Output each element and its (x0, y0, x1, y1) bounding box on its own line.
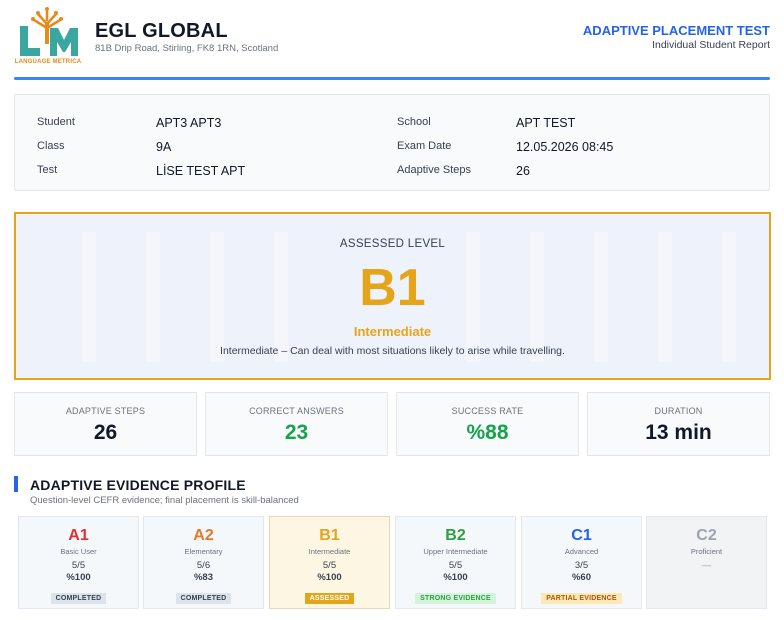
organization-name: EGL GLOBAL (95, 20, 228, 42)
student-label: Student (37, 116, 75, 128)
status-badge: ASSESSED (304, 593, 355, 604)
level-code: A1 (68, 527, 89, 544)
profile-section-title: ADAPTIVE EVIDENCE PROFILE (30, 477, 246, 493)
stat-label: DURATION (654, 406, 703, 416)
stat-duration: DURATION 13 min (587, 392, 770, 456)
stat-label: CORRECT ANSWERS (249, 406, 344, 416)
level-card-a1: A1 Basic User 5/5 %100 COMPLETED (18, 516, 139, 609)
assessed-level-panel: ASSESSED LEVEL B1 Intermediate Intermedi… (14, 212, 771, 380)
header-divider (14, 77, 770, 80)
status-badge: COMPLETED (175, 593, 232, 604)
assessed-level-code: B1 (359, 259, 426, 317)
stat-adaptive-steps: ADAPTIVE STEPS 26 (14, 392, 197, 456)
assessed-level-label: ASSESSED LEVEL (339, 238, 446, 250)
status-badge: COMPLETED (50, 593, 107, 604)
organization-address: 81B Drip Road, Stirling, FK8 1RN, Scotla… (95, 43, 279, 54)
logo-caption: LANGUAGE METRICA (14, 59, 82, 65)
level-code: B2 (445, 527, 466, 544)
level-card-c2: C2 Proficient — (646, 516, 767, 609)
level-fraction: 5/5 (322, 560, 337, 571)
level-code: B1 (319, 527, 340, 544)
assessed-level-description: Intermediate – Can deal with most situat… (220, 345, 565, 357)
level-card-b1: B1 Intermediate 5/5 %100 ASSESSED (269, 516, 390, 609)
section-accent-bar (14, 476, 18, 492)
level-name: Elementary (184, 547, 223, 556)
level-name: Intermediate (308, 547, 351, 556)
level-name: Proficient (690, 547, 723, 556)
class-label: Class (37, 140, 65, 152)
level-code: A2 (193, 527, 214, 544)
level-fraction: 5/5 (448, 560, 463, 571)
level-percent: %60 (571, 572, 591, 583)
adaptive-steps-label: Adaptive Steps (397, 164, 471, 176)
level-name: Advanced (564, 547, 599, 556)
assessed-level-name: Intermediate (353, 324, 432, 339)
stat-value: 23 (284, 421, 309, 444)
student-info-panel: Student APT3 APT3 Class 9A Test LİSE TES… (14, 94, 770, 191)
stat-label: ADAPTIVE STEPS (65, 406, 146, 416)
decorative-stripe (82, 232, 96, 362)
stat-value: 26 (93, 421, 118, 444)
level-percent: %83 (193, 572, 213, 583)
level-percent: %100 (317, 572, 342, 583)
language-metrica-logo (20, 7, 78, 56)
level-percent: %100 (443, 572, 468, 583)
decorative-stripe (658, 232, 672, 362)
exam-date-value: 12.05.2026 08:45 (516, 140, 614, 154)
report-header: LANGUAGE METRICA EGL GLOBAL 81B Drip Roa… (0, 0, 784, 80)
student-value: APT3 APT3 (156, 116, 222, 130)
test-label: Test (37, 164, 58, 176)
level-card-a2: A2 Elementary 5/6 %83 COMPLETED (143, 516, 264, 609)
decorative-stripe (594, 232, 608, 362)
level-fraction: 5/5 (71, 560, 86, 571)
stat-success-rate: SUCCESS RATE %88 (396, 392, 579, 456)
report-title: ADAPTIVE PLACEMENT TEST (582, 23, 770, 38)
decorative-stripe (210, 232, 224, 362)
school-value: APT TEST (516, 116, 576, 130)
decorative-stripe (274, 232, 288, 362)
decorative-stripe (530, 232, 544, 362)
exam-date-label: Exam Date (397, 140, 452, 152)
stat-label: SUCCESS RATE (451, 406, 524, 416)
level-card-b2: B2 Upper Intermediate 5/5 %100 STRONG EV… (395, 516, 516, 609)
stat-correct-answers: CORRECT ANSWERS 23 (205, 392, 388, 456)
adaptive-steps-value: 26 (516, 164, 530, 178)
status-badge: PARTIAL EVIDENCE (541, 593, 622, 604)
decorative-stripe (466, 232, 480, 362)
school-label: School (397, 116, 431, 128)
stat-value: %88 (466, 421, 509, 444)
test-value: LİSE TEST APT (156, 164, 246, 178)
report-subtitle: Individual Student Report (652, 39, 770, 51)
status-badge: STRONG EVIDENCE (415, 593, 496, 604)
profile-section-subtitle: Question-level CEFR evidence; final plac… (30, 495, 299, 506)
level-code: C1 (571, 527, 592, 544)
level-fraction: 5/6 (196, 560, 211, 571)
level-fraction: — (701, 560, 712, 571)
stat-value: 13 min (645, 421, 712, 444)
level-name: Basic User (60, 547, 97, 556)
decorative-stripe (722, 232, 736, 362)
class-value: 9A (156, 140, 172, 154)
level-code: C2 (696, 527, 717, 544)
level-percent: %100 (66, 572, 91, 583)
level-name: Upper Intermediate (423, 547, 488, 556)
level-card-c1: C1 Advanced 3/5 %60 PARTIAL EVIDENCE (521, 516, 642, 609)
level-fraction: 3/5 (574, 560, 589, 571)
decorative-stripe (146, 232, 160, 362)
